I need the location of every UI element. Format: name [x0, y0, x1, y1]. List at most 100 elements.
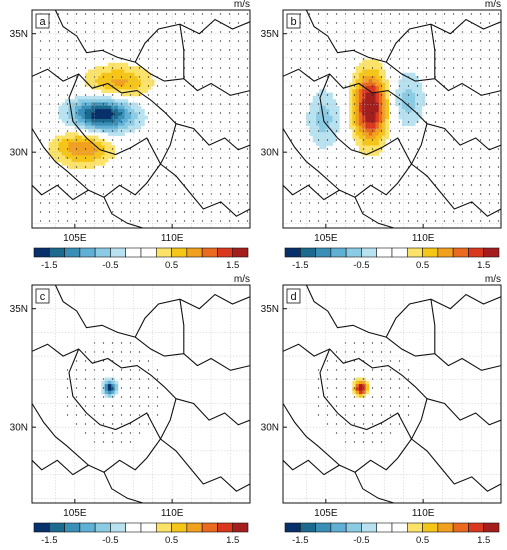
- stipple-dot: [165, 148, 168, 150]
- field-cell: [104, 82, 109, 87]
- field-cell: [418, 92, 423, 97]
- field-cell: [322, 92, 327, 97]
- stipple-dot: [362, 220, 365, 222]
- field-cell: [368, 95, 373, 100]
- field-cell: [372, 69, 376, 74]
- field-cell: [117, 132, 122, 136]
- field-cell: [349, 105, 353, 110]
- field-cell: [78, 138, 82, 143]
- field-cell: [111, 122, 115, 126]
- stipple-dot: [201, 103, 204, 105]
- stipple-dot: [425, 139, 428, 141]
- stipple-dot: [479, 76, 482, 78]
- stipple-dot: [317, 414, 320, 416]
- stipple-dot: [57, 202, 60, 204]
- stipple-dot: [84, 85, 87, 87]
- field-cell: [411, 79, 416, 84]
- stipple-dot: [75, 396, 78, 398]
- stipple-dot: [84, 112, 87, 114]
- field-cell: [65, 158, 69, 163]
- stipple-dot: [470, 112, 473, 114]
- stipple-dot: [174, 202, 177, 204]
- stipple-dot: [362, 193, 365, 195]
- field-cell: [395, 92, 399, 97]
- field-cell: [101, 69, 106, 74]
- field-cell: [382, 128, 386, 133]
- stipple-dot: [192, 139, 195, 141]
- field-cell: [88, 135, 92, 140]
- stipple-dot: [353, 58, 356, 60]
- stipple-dot: [479, 202, 482, 204]
- stipple-dot: [299, 184, 302, 186]
- field-cell: [55, 145, 59, 150]
- stipple-dot: [156, 94, 159, 96]
- field-cell: [117, 66, 122, 70]
- field-cell: [61, 138, 66, 143]
- colorbar-swatch: [452, 247, 469, 258]
- stipple-dot: [434, 31, 437, 33]
- stipple-dot: [93, 351, 96, 353]
- stipple-dot: [39, 166, 42, 168]
- field-cell: [349, 122, 353, 126]
- field-cell: [104, 152, 109, 156]
- stipple-dot: [219, 157, 222, 159]
- stipple-dot: [129, 121, 132, 123]
- field-cell: [71, 155, 76, 160]
- stipple-dot: [443, 175, 446, 177]
- field-cell: [55, 135, 59, 140]
- stipple-dot: [371, 175, 374, 177]
- stipple-dot: [353, 157, 356, 159]
- stipple-dot: [174, 112, 177, 114]
- stipple-dot: [380, 166, 383, 168]
- field-cell: [84, 145, 89, 150]
- field-cell: [352, 380, 357, 385]
- stipple-dot: [138, 423, 141, 425]
- border-line: [430, 24, 436, 79]
- y-tick-label: 30N: [261, 148, 279, 159]
- field-cell: [322, 138, 327, 143]
- stipple-dot: [317, 157, 320, 159]
- field-cell: [362, 89, 366, 93]
- stipple-dot: [84, 148, 87, 150]
- stipple-dot: [290, 49, 293, 51]
- field-cell: [144, 69, 148, 74]
- units-label: m/s: [485, 0, 501, 10]
- field-cell: [131, 82, 135, 87]
- field-cell: [61, 112, 66, 117]
- colorbar-swatch: [391, 247, 408, 258]
- field-cell: [141, 72, 145, 77]
- field-cell: [362, 105, 366, 110]
- field-cell: [68, 122, 73, 126]
- field-cell: [375, 85, 380, 90]
- field-cell: [94, 135, 99, 140]
- field-cell: [325, 95, 330, 100]
- field-cell: [91, 119, 96, 123]
- stipple-dot: [57, 49, 60, 51]
- field-cell: [107, 95, 112, 100]
- field-cell: [375, 66, 380, 70]
- stipple-dot: [317, 130, 320, 132]
- stipple-dot: [75, 184, 78, 186]
- field-cell: [147, 82, 152, 87]
- field-cell: [127, 105, 132, 110]
- field-cell: [312, 99, 317, 103]
- stipple-dot: [479, 148, 482, 150]
- stipple-dot: [326, 58, 329, 60]
- border-line: [103, 471, 144, 503]
- field-cell: [84, 102, 89, 107]
- stipple-dot: [39, 157, 42, 159]
- field-cell: [111, 390, 115, 395]
- stipple-dot: [246, 112, 249, 114]
- field-cell: [81, 142, 86, 146]
- field-cell: [316, 119, 320, 123]
- stipple-dot: [407, 139, 410, 141]
- field-cell: [88, 99, 92, 103]
- field-cell: [98, 115, 102, 120]
- field-cell: [358, 128, 363, 133]
- stipple-dot: [362, 369, 365, 371]
- stipple-dot: [299, 175, 302, 177]
- stipple-dot: [165, 121, 168, 123]
- field-cell: [114, 119, 119, 123]
- stipple-dot: [497, 139, 500, 141]
- stipple-dot: [317, 13, 320, 15]
